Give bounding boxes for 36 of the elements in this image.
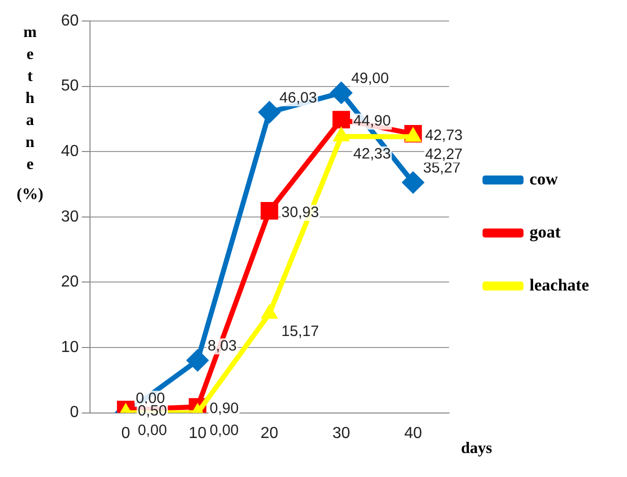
data-label: 42,33 [353,146,391,163]
data-label: 0,00 [210,422,239,439]
data-label: 42,73 [425,126,463,144]
y-tick-label: 0 [70,404,79,422]
y-tick-label: 40 [61,143,79,160]
data-label: 42,27 [425,146,463,163]
y-tick-label: 10 [61,338,79,356]
x-tick-label: 0 [121,424,130,442]
data-label: 0,90 [210,400,239,418]
legend-label: cow [530,169,559,188]
data-label: 49,00 [351,70,389,87]
data-label: 8,03 [208,338,237,355]
point [261,304,278,319]
x-axis-title: days [461,440,492,457]
y-tick-label: 20 [61,274,79,291]
data-label: 15,17 [281,322,319,340]
x-tick-label: 10 [188,424,207,442]
data-label: 46,03 [279,89,317,106]
legend-label: goat [530,222,562,242]
legend-label: leachate [530,275,590,294]
point [332,110,350,128]
data-label: 0,00 [138,422,167,439]
y-tick-label: 30 [61,208,79,226]
y-axis-title: methane (%) [16,24,44,204]
x-tick-label: 40 [404,424,422,442]
y-tick-label: 50 [61,78,79,95]
y-tick-label: 60 [61,12,79,30]
point [330,82,352,104]
x-tick-label: 30 [332,424,350,442]
data-label: 0,50 [138,402,167,420]
point [258,101,280,124]
data-label: 30,93 [281,204,319,221]
data-label: 44,90 [353,112,391,130]
point [402,171,424,194]
x-tick-label: 20 [260,424,278,442]
point [260,202,278,220]
